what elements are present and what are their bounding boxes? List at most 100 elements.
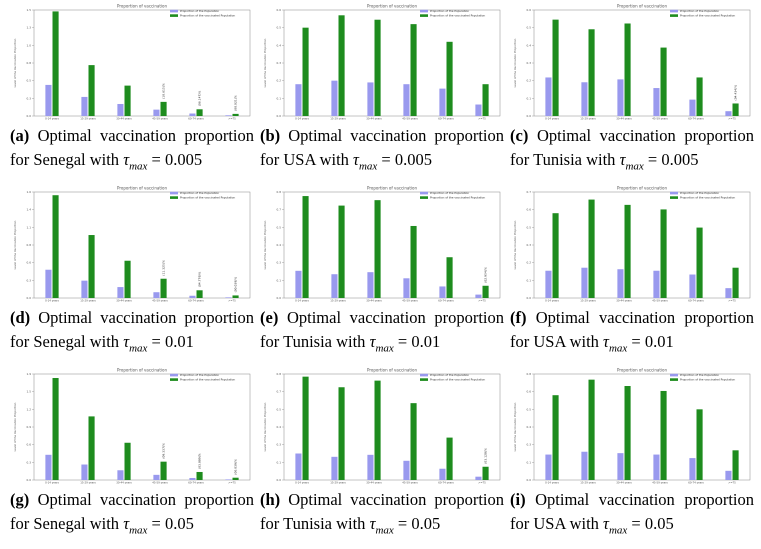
legend-swatch-vaccinated bbox=[420, 14, 428, 17]
bar-vaccinated bbox=[88, 65, 95, 116]
bar-vaccinated bbox=[696, 409, 703, 480]
bar-population bbox=[295, 453, 302, 480]
bar-vaccinated bbox=[232, 295, 239, 298]
y-tick-label: 0.8 bbox=[527, 372, 532, 376]
caption-c: (c) Optimal vaccination proportion for T… bbox=[510, 124, 754, 178]
chart-title: Proportion of vaccination bbox=[367, 368, 417, 373]
chart-title: Proportion of vaccination bbox=[367, 4, 417, 9]
y-tick-label: 0.3 bbox=[27, 460, 32, 464]
bar-population bbox=[117, 287, 124, 298]
x-tick-label: >=75 bbox=[478, 481, 486, 485]
chart-title: Proportion of vaccination bbox=[617, 368, 667, 373]
x-tick-label: >=75 bbox=[728, 299, 736, 303]
bar-vaccinated bbox=[196, 109, 203, 116]
chart-background bbox=[258, 184, 506, 304]
y-tick-label: 0.0 bbox=[527, 478, 532, 482]
panel-c: Proportion of vaccination Level of the Va… bbox=[508, 2, 756, 185]
bar-vaccinated bbox=[52, 378, 59, 480]
x-tick-label: 15-29 years bbox=[580, 481, 596, 485]
y-tick-label: 0.8 bbox=[27, 61, 32, 65]
bar-vaccinated bbox=[88, 416, 95, 480]
x-tick-label: 0-14 years bbox=[545, 117, 559, 121]
bar-vaccinated bbox=[160, 278, 167, 298]
bar-vaccinated bbox=[446, 41, 453, 116]
y-tick-label: 0.5 bbox=[27, 79, 32, 83]
bar-population bbox=[403, 84, 410, 116]
x-tick-label: >=75 bbox=[228, 481, 236, 485]
x-tick-label: 15-29 years bbox=[80, 481, 96, 485]
x-tick-label: 0-14 years bbox=[295, 481, 309, 485]
y-tick-label: 0.6 bbox=[27, 261, 32, 265]
bar-population bbox=[653, 88, 660, 116]
bar-population bbox=[581, 451, 588, 480]
bar-vaccinated bbox=[232, 113, 239, 116]
caption-i: (i) Optimal vaccination proportion for U… bbox=[510, 488, 754, 542]
bar-population bbox=[545, 270, 552, 298]
x-tick-label: >=75 bbox=[228, 117, 236, 121]
caption-text: Optimal vaccination proportion for USA w… bbox=[260, 126, 504, 169]
bar-value-label: (02.954)% bbox=[484, 267, 488, 283]
bar-vaccinated bbox=[588, 379, 595, 480]
x-tick-label: 45-59 years bbox=[152, 481, 168, 485]
bar-population bbox=[367, 454, 374, 480]
y-tick-label: 0.3 bbox=[527, 243, 532, 247]
bar-population bbox=[367, 272, 374, 298]
bar-vaccinated bbox=[374, 380, 381, 480]
bar-population bbox=[117, 470, 124, 480]
legend-label: Proportion of the vaccinated Population bbox=[180, 14, 235, 18]
caption-text: Optimal vaccination proportion for Seneg… bbox=[10, 308, 254, 351]
bar-population bbox=[189, 477, 196, 480]
y-tick-label: 0.6 bbox=[277, 8, 282, 12]
bar-population bbox=[81, 464, 88, 480]
legend-label: Proportion of the Population bbox=[180, 9, 219, 13]
bar-vaccinated bbox=[196, 471, 203, 480]
y-tick-label: 0.6 bbox=[527, 208, 532, 212]
legend-label: Proportion of the vaccinated Population bbox=[680, 378, 735, 382]
y-tick-label: 0.5 bbox=[527, 26, 532, 30]
legend-label: Proportion of the Population bbox=[430, 373, 469, 377]
y-tick-label: 0.0 bbox=[27, 296, 32, 300]
caption-label: (f) bbox=[510, 308, 527, 327]
y-axis-label: Level of the Vaccination Proportion bbox=[13, 38, 17, 87]
bar-population bbox=[189, 295, 196, 298]
y-tick-label: 0.6 bbox=[527, 8, 532, 12]
x-tick-label: 0-14 years bbox=[295, 299, 309, 303]
legend-swatch-population bbox=[170, 373, 178, 377]
legend-swatch-population bbox=[670, 191, 678, 195]
bar-vaccinated bbox=[552, 213, 559, 298]
bar-population bbox=[295, 84, 302, 116]
x-tick-label: 45-59 years bbox=[152, 299, 168, 303]
bar-vaccinated bbox=[482, 466, 489, 480]
panel-i: Proportion of vaccination Level of the Va… bbox=[508, 366, 756, 549]
bar-vaccinated bbox=[52, 11, 59, 117]
x-tick-label: 60-74 years bbox=[438, 117, 454, 121]
chart-f: Proportion of vaccination Level of the Va… bbox=[508, 184, 756, 304]
x-tick-label: 30-44 years bbox=[616, 481, 632, 485]
x-tick-label: 60-74 years bbox=[188, 299, 204, 303]
y-tick-label: 0.5 bbox=[277, 225, 282, 229]
chart-background bbox=[258, 366, 506, 486]
bar-population bbox=[475, 476, 482, 480]
bar-vaccinated bbox=[552, 19, 559, 116]
caption-label: (a) bbox=[10, 126, 30, 145]
y-tick-label: 0.1 bbox=[277, 278, 282, 282]
bar-population bbox=[581, 267, 588, 298]
bar-vaccinated bbox=[88, 235, 95, 298]
bar-value-label: (06.147)% bbox=[198, 90, 202, 106]
bar-vaccinated bbox=[160, 101, 167, 116]
legend-swatch-vaccinated bbox=[170, 378, 178, 381]
y-tick-label: 0.0 bbox=[27, 478, 32, 482]
caption-tau-symbol: τmax bbox=[369, 514, 394, 537]
chart-b: Proportion of vaccination Level of the Va… bbox=[258, 2, 506, 122]
legend-label: Proportion of the vaccinated Population bbox=[680, 14, 735, 18]
y-axis-label: Level of the Vaccination Proportion bbox=[263, 402, 267, 451]
bar-vaccinated bbox=[302, 376, 309, 480]
bar-vaccinated bbox=[732, 450, 739, 480]
x-tick-label: >=75 bbox=[228, 299, 236, 303]
bar-population bbox=[403, 460, 410, 480]
y-tick-label: 0.3 bbox=[277, 61, 282, 65]
caption-text: Optimal vaccination proportion for Seneg… bbox=[10, 126, 254, 169]
x-tick-label: >=75 bbox=[728, 481, 736, 485]
